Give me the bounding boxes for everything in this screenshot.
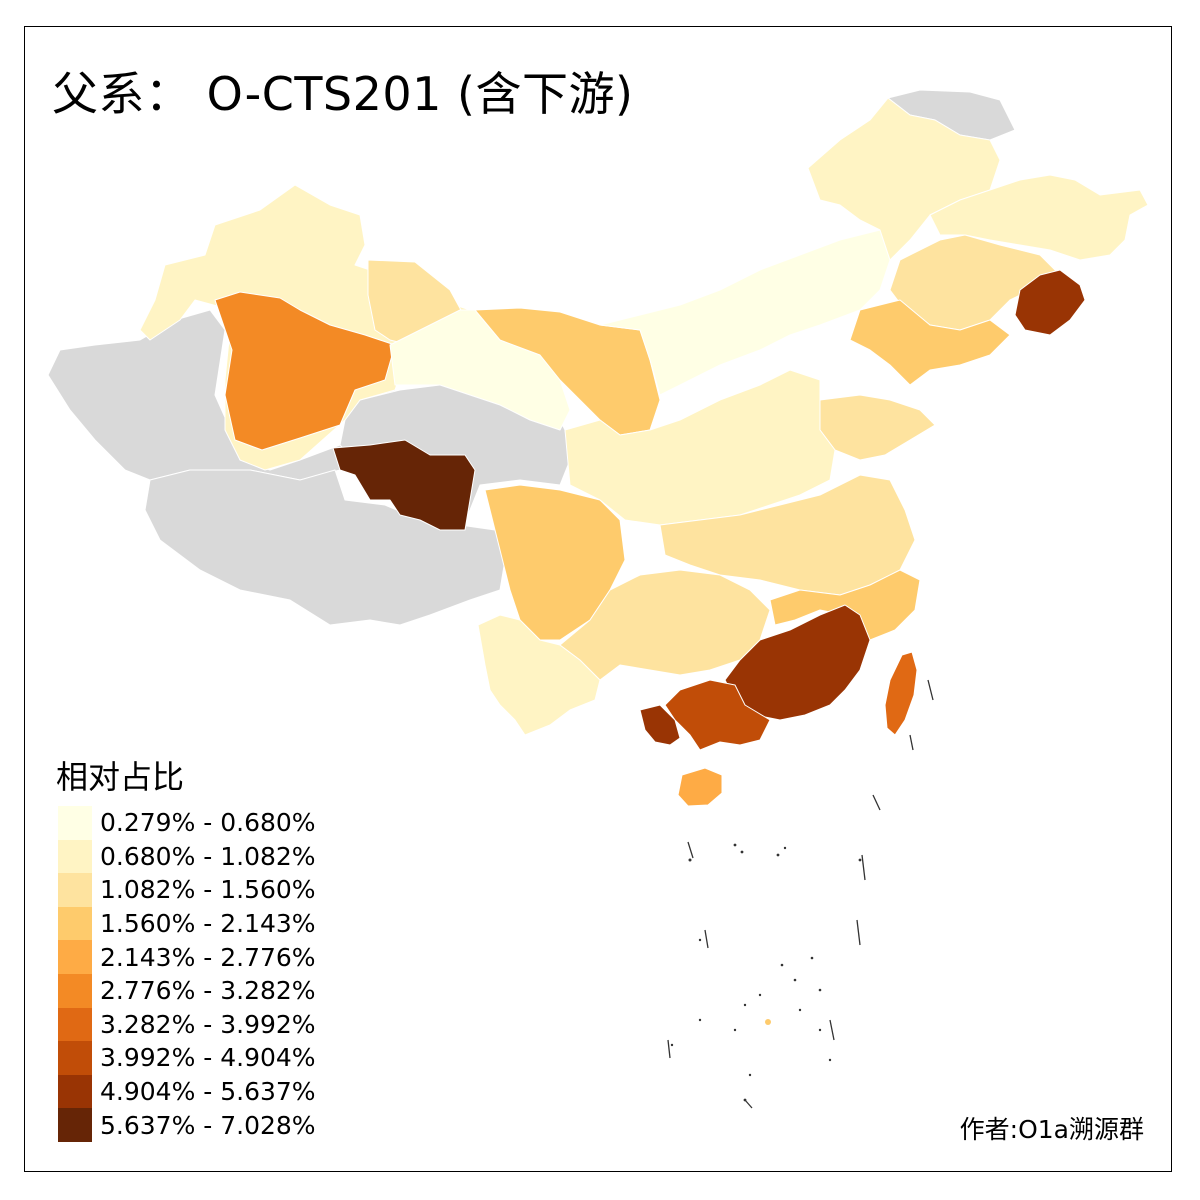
legend-label: 2.143% - 2.776% <box>100 942 316 972</box>
legend-label: 0.680% - 1.082% <box>100 841 316 871</box>
legend-row: 1.082% - 1.560% <box>58 873 316 907</box>
legend-label: 0.279% - 0.680% <box>100 808 316 838</box>
legend-swatch <box>58 873 92 907</box>
legend-label: 2.776% - 3.282% <box>100 976 316 1006</box>
map-title: 父系： O-CTS201 (含下游) <box>52 67 634 121</box>
legend-row: 2.776% - 3.282% <box>58 973 316 1008</box>
region-taiwan <box>884 651 918 736</box>
region-shaanxi-henan <box>564 369 836 526</box>
region-guangxi-south <box>639 704 681 746</box>
legend-swatch <box>58 1007 92 1042</box>
map-frame <box>24 26 1172 1172</box>
legend-swatch <box>58 1074 92 1109</box>
boundary-lines <box>667 679 934 1109</box>
south-sea-islands <box>670 843 862 1102</box>
legend-swatch <box>58 906 92 941</box>
legend-row: 3.992% - 4.904% <box>58 1041 316 1075</box>
region-inner-mongolia-central <box>599 229 891 396</box>
region-yunnan <box>477 614 601 736</box>
legend-label: 1.082% - 1.560% <box>100 875 316 905</box>
region-tibet-west <box>144 469 506 626</box>
legend-row: 1.560% - 2.143% <box>58 906 316 941</box>
region-yanbian <box>1014 269 1086 336</box>
author-credit: 作者:O1a溯源群 <box>959 1115 1144 1144</box>
region-hainan <box>677 767 723 807</box>
region-gansu-west <box>389 309 571 431</box>
legend-label: 4.904% - 5.637% <box>100 1077 316 1107</box>
legend-swatch <box>58 1041 92 1075</box>
region-tibet-ngari <box>332 439 476 531</box>
legend-row: 2.143% - 2.776% <box>58 940 316 974</box>
legend-row: 5.637% - 7.028% <box>58 1108 316 1142</box>
legend-label: 3.992% - 4.904% <box>100 1043 316 1073</box>
legend-row: 3.282% - 3.992% <box>58 1007 316 1042</box>
region-xinjiang-central <box>214 291 396 451</box>
legend-swatch <box>58 940 92 974</box>
region-liaoning <box>849 299 1011 386</box>
legend-swatch <box>58 806 92 840</box>
legend-title: 相对占比 <box>56 758 185 796</box>
region-shandong <box>819 394 936 461</box>
legend-label: 5.637% - 7.028% <box>100 1110 316 1140</box>
legend-row: 0.279% - 0.680% <box>58 806 316 840</box>
legend-row: 4.904% - 5.637% <box>58 1074 316 1109</box>
legend-swatch <box>58 973 92 1008</box>
legend-swatch <box>58 839 92 874</box>
legend-row: 0.680% - 1.082% <box>58 839 316 874</box>
legend-label: 3.282% - 3.992% <box>100 1009 316 1039</box>
region-hubei-jiangsu <box>659 474 916 596</box>
legend-label: 1.560% - 2.143% <box>100 909 316 939</box>
legend-swatch <box>58 1108 92 1142</box>
legend: 0.279% - 0.680% 0.680% - 1.082% 1.082% - 1… <box>58 806 316 1142</box>
